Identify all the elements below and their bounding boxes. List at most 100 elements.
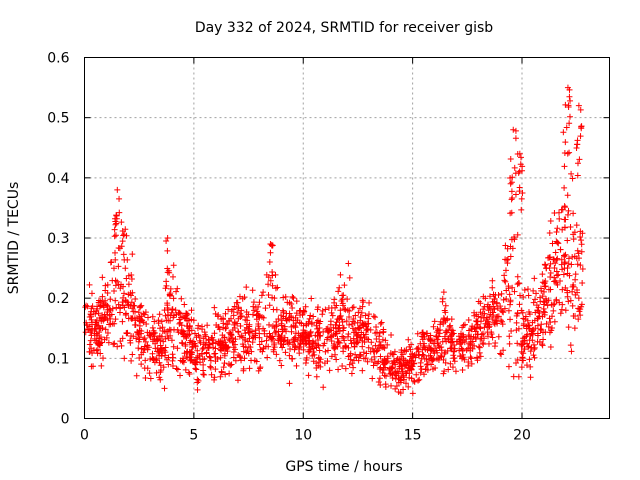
data-point [211,330,218,337]
data-point [225,360,232,367]
data-point [569,253,576,260]
data-point [321,340,328,347]
data-point [133,372,140,379]
data-point [198,350,205,357]
data-point [574,261,581,268]
data-point [338,316,345,323]
data-point [212,366,219,373]
data-point [536,313,543,320]
data-point [382,384,389,391]
data-point [359,367,366,374]
data-point [192,330,199,337]
data-point [576,156,583,163]
data-point [505,283,512,290]
data-point [520,321,527,328]
data-point [297,307,304,314]
data-point [154,344,161,351]
data-point [575,102,582,109]
data-point [333,319,340,326]
data-point [547,343,554,350]
data-point [186,339,193,346]
data-point [151,318,158,325]
data-point [413,371,420,378]
data-point [379,344,386,351]
data-point [181,301,188,308]
data-point [547,260,554,267]
data-point [172,307,179,314]
data-point [489,316,496,323]
data-point [227,330,234,337]
data-point [293,362,300,369]
data-point [185,369,192,376]
data-point [138,361,145,368]
data-point [553,238,560,245]
y-tick-label: 0.6 [47,51,69,67]
data-point [316,359,323,366]
data-point [128,299,135,306]
data-point [215,324,222,331]
data-point [289,304,296,311]
data-point [468,326,475,333]
data-point [140,349,147,356]
data-point [531,275,538,282]
data-point [514,273,521,280]
data-point [88,290,95,297]
data-point [114,186,121,193]
data-point [335,366,342,373]
data-point [280,309,287,316]
data-point [253,358,260,365]
data-point [157,369,164,376]
data-point [437,352,444,359]
data-point [269,272,276,279]
data-point [423,330,430,337]
data-point [558,306,565,313]
data-point [476,324,483,331]
data-point [326,367,333,374]
data-point [417,359,424,366]
data-point [129,305,136,312]
data-point [240,348,247,355]
data-point [192,365,199,372]
data-point [305,372,312,379]
data-point [335,339,342,346]
data-point [515,279,522,286]
data-point [156,311,163,318]
data-point [200,361,207,368]
data-point [178,322,185,329]
data-point [420,342,427,349]
data-point [507,210,514,217]
data-point [177,310,184,317]
data-point [333,325,340,332]
data-point [532,296,539,303]
data-point [501,272,508,279]
data-point [143,321,150,328]
data-point [480,330,487,337]
data-point [451,358,458,365]
data-point [123,330,130,337]
data-point [467,347,474,354]
data-point [571,325,578,332]
data-point [164,302,171,309]
data-point [578,123,585,130]
data-point [179,355,186,362]
data-point [246,365,253,372]
data-point [88,313,95,320]
data-point [572,291,579,298]
data-point [124,329,131,336]
data-point [307,312,314,319]
data-point [523,362,530,369]
data-point [520,315,527,322]
data-point [219,346,226,353]
data-point [563,124,570,131]
data-point [102,297,109,304]
data-point [543,297,550,304]
data-point [534,307,541,314]
data-point [408,341,415,348]
data-point [518,348,525,355]
data-point [243,321,250,328]
data-point [429,357,436,364]
data-point [379,369,386,376]
data-point [348,370,355,377]
data-point [413,345,420,352]
data-point [441,333,448,340]
